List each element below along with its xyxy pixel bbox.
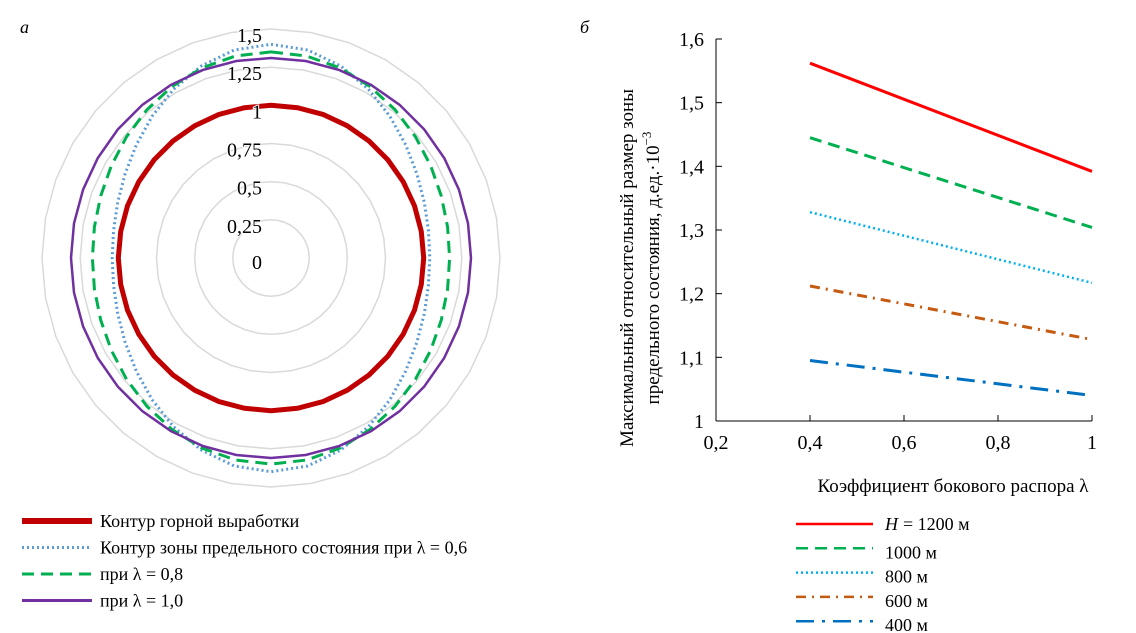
radial-grid-ring (232, 219, 310, 297)
x-tick-label: 0,4 (798, 432, 823, 454)
radial-tick-label: 1,5 (237, 25, 262, 47)
y-tick-label: 1,4 (679, 156, 704, 178)
line-chart: 1 1,1 1,2 1,3 1,4 1,5 1,6 0,2 0,4 0,6 0,8 1 (679, 29, 1097, 454)
line-legend: H = 1200 м 1000 м 800 м 600 м 400 м (796, 514, 970, 633)
x-tick-label: 0,6 (892, 432, 917, 454)
radial-tick-label: 0,75 (227, 140, 262, 162)
y-tick-label: 1,5 (679, 93, 704, 115)
radar-chart: 0 0,25 0,5 0,75 1 1,25 1,5 (41, 24, 501, 488)
radial-grid-ring (41, 28, 501, 488)
y-tick-label: 1,2 (679, 284, 704, 306)
legend-label: = 1200 м (903, 514, 970, 534)
x-tick-label: 0,8 (986, 432, 1011, 454)
radar-series-0 (115, 102, 427, 414)
radial-tick-label: 1,25 (227, 63, 262, 85)
legend-label: 800 м (885, 567, 928, 587)
y-axis-label-exponent: −3 (639, 132, 654, 146)
radial-grid-ring (193, 180, 349, 336)
legend-label: 1000 м (885, 542, 937, 562)
radial-grid-ring (155, 142, 387, 374)
radar-legend: Контур горной выработки Контур зоны преде… (22, 511, 467, 611)
legend-label: 600 м (885, 591, 928, 611)
radar-series-1 (110, 42, 432, 474)
y-tick-label: 1,3 (679, 220, 704, 242)
radial-tick-label: 0,25 (227, 216, 262, 238)
legend-label: 400 м (885, 615, 928, 633)
radar-series-3 (69, 56, 473, 460)
legend-label: при λ = 1,0 (100, 591, 183, 611)
line-series-4 (809, 359, 1088, 397)
radial-tick-label: 1 (252, 101, 262, 123)
legend-label: при λ = 0,8 (100, 564, 183, 584)
radial-tick-label: 0,5 (237, 178, 262, 200)
y-tick-label: 1 (694, 411, 704, 433)
y-axis-label-line2: предельного состояния, д.ед.·10−3 (639, 132, 664, 405)
y-axis-label-text: предельного состояния, д.ед.·10 (643, 145, 664, 404)
x-axis-label: Коэффициент бокового распора λ (818, 476, 1090, 497)
line-series-0 (809, 61, 1093, 173)
legend-label: Контур горной выработки (100, 511, 300, 531)
y-tick-label: 1,6 (679, 29, 704, 51)
line-series-2 (809, 210, 1093, 285)
line-series-1 (809, 136, 1093, 229)
line-series-3 (809, 284, 1093, 341)
radial-grid-ring (79, 66, 463, 450)
legend-prefix: H (884, 514, 899, 534)
radial-tick-label: 0 (252, 252, 262, 274)
x-tick-label: 1 (1087, 432, 1097, 454)
panel-label-b: б (580, 17, 590, 37)
legend-label: Контур зоны предельного состояния при λ … (100, 538, 467, 558)
x-tick-label: 0,2 (704, 432, 729, 454)
y-tick-label: 1,1 (679, 347, 704, 369)
y-axis-label-line1: Максимальный относительный размер зоны (617, 89, 638, 447)
panel-label-a: а (20, 17, 29, 37)
